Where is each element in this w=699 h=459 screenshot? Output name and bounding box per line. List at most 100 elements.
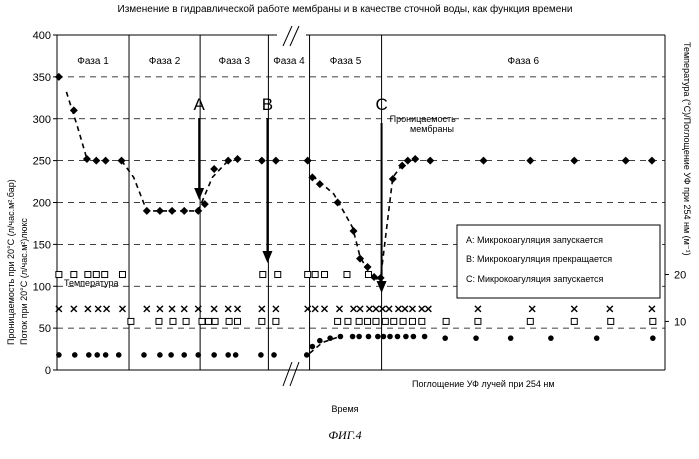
flux-point [419, 306, 425, 312]
permeability-point [404, 157, 412, 165]
permeability-point [334, 199, 342, 207]
left-tick-label: 400 [33, 30, 51, 42]
event-label: C [375, 95, 387, 114]
uv-point [141, 352, 147, 358]
temperature-point-low [226, 318, 232, 324]
flux-point [529, 306, 535, 312]
permeability-point [156, 207, 164, 215]
flux-point [336, 306, 342, 312]
temperature-point-low [128, 318, 134, 324]
uv-point [310, 344, 316, 350]
permeability-point [364, 263, 372, 271]
flux-point [225, 306, 231, 312]
temperature-point-low [419, 318, 425, 324]
flux-point [322, 306, 328, 312]
uv-point [271, 352, 277, 358]
flux-point [235, 306, 241, 312]
event-arrows: A B C [194, 95, 388, 293]
flux-point [357, 306, 363, 312]
uv-point [403, 334, 409, 340]
permeability-point [70, 106, 78, 114]
uv-point [594, 335, 600, 341]
phase-label: Фаза 4 [273, 56, 305, 67]
uv-point [395, 334, 401, 340]
phase-label: Фаза 3 [218, 56, 250, 67]
permeability-point [55, 73, 63, 81]
phase-label: Фаза 1 [77, 56, 109, 67]
y-axis-label-left-2: Поток при 20°C (л/час.м²)люкс [19, 218, 29, 345]
temperature-point [305, 272, 311, 278]
temperature-point-low [400, 318, 406, 324]
axis-break-bottom [290, 362, 299, 386]
flux-point [409, 306, 415, 312]
legend-box: A: Микрокоагуляция запускается B: Микрок… [457, 225, 660, 298]
flux-point [119, 306, 125, 312]
flux-point [211, 306, 217, 312]
uv-point [338, 334, 344, 340]
uv-label: Поглощение УФ лучей при 254 нм [412, 379, 555, 389]
uv-point [356, 334, 362, 340]
x-axis-label: Время [331, 404, 358, 414]
flux-point [71, 306, 77, 312]
temperature-point-low [391, 318, 397, 324]
uv-point [103, 352, 109, 358]
permeability-point [526, 157, 534, 165]
uv-point [548, 335, 554, 341]
permeability-point [480, 157, 488, 165]
left-tick-label: 250 [33, 156, 51, 168]
figure-caption: ФИГ.4 [328, 428, 361, 442]
permeability-point [92, 157, 100, 165]
temperature-point-low [235, 318, 241, 324]
temperature-point-low [373, 318, 379, 324]
left-tick-label: 300 [33, 114, 51, 126]
uv-point [473, 335, 479, 341]
flux-point [259, 306, 265, 312]
legend-entry-c: C: Микрокоагуляция запускается [466, 274, 604, 284]
uv-point [168, 352, 174, 358]
event-arrow-head [262, 251, 272, 263]
event-label: A [194, 95, 206, 114]
data-points [55, 73, 656, 358]
right-tick-label: 10 [674, 316, 686, 328]
temperature-point-low [650, 318, 656, 324]
permeability-point [258, 157, 266, 165]
temperature-point-low [345, 318, 351, 324]
temperature-point [260, 272, 266, 278]
flux-point [366, 306, 372, 312]
trend-curves [66, 92, 404, 353]
permeability-point [194, 207, 202, 215]
uv-point [350, 334, 356, 340]
y-axis-label-right: Температура (°C)/Поглощение УФ при 254 н… [682, 42, 692, 256]
left-tick-label: 350 [33, 72, 51, 84]
temperature-point-low [259, 318, 265, 324]
flux-point [104, 306, 110, 312]
flux-point [402, 306, 408, 312]
phase-label: Фаза 5 [330, 56, 362, 67]
temperature-point [312, 272, 318, 278]
flux-point [144, 306, 150, 312]
temperature-point-low [170, 318, 176, 324]
permeability-point [304, 157, 312, 165]
event-label: B [262, 95, 273, 114]
flux-point [373, 306, 379, 312]
uv-point [86, 352, 92, 358]
uv-point [258, 352, 264, 358]
flux-point [475, 306, 481, 312]
permeability-point [622, 157, 630, 165]
permeability-point [426, 157, 434, 165]
uv-point [56, 352, 62, 358]
flux-point [571, 306, 577, 312]
temperature-point [344, 272, 350, 278]
temperature-label: Температура [64, 278, 119, 288]
flux-point [386, 306, 392, 312]
permeability-point [180, 207, 188, 215]
uv-point [375, 334, 381, 340]
flux-point [607, 306, 613, 312]
flux-point [157, 306, 163, 312]
uv-point [327, 335, 333, 341]
axis-break-top [283, 26, 292, 46]
uv-point [195, 352, 201, 358]
uv-point [181, 352, 187, 358]
temperature-point [71, 272, 77, 278]
